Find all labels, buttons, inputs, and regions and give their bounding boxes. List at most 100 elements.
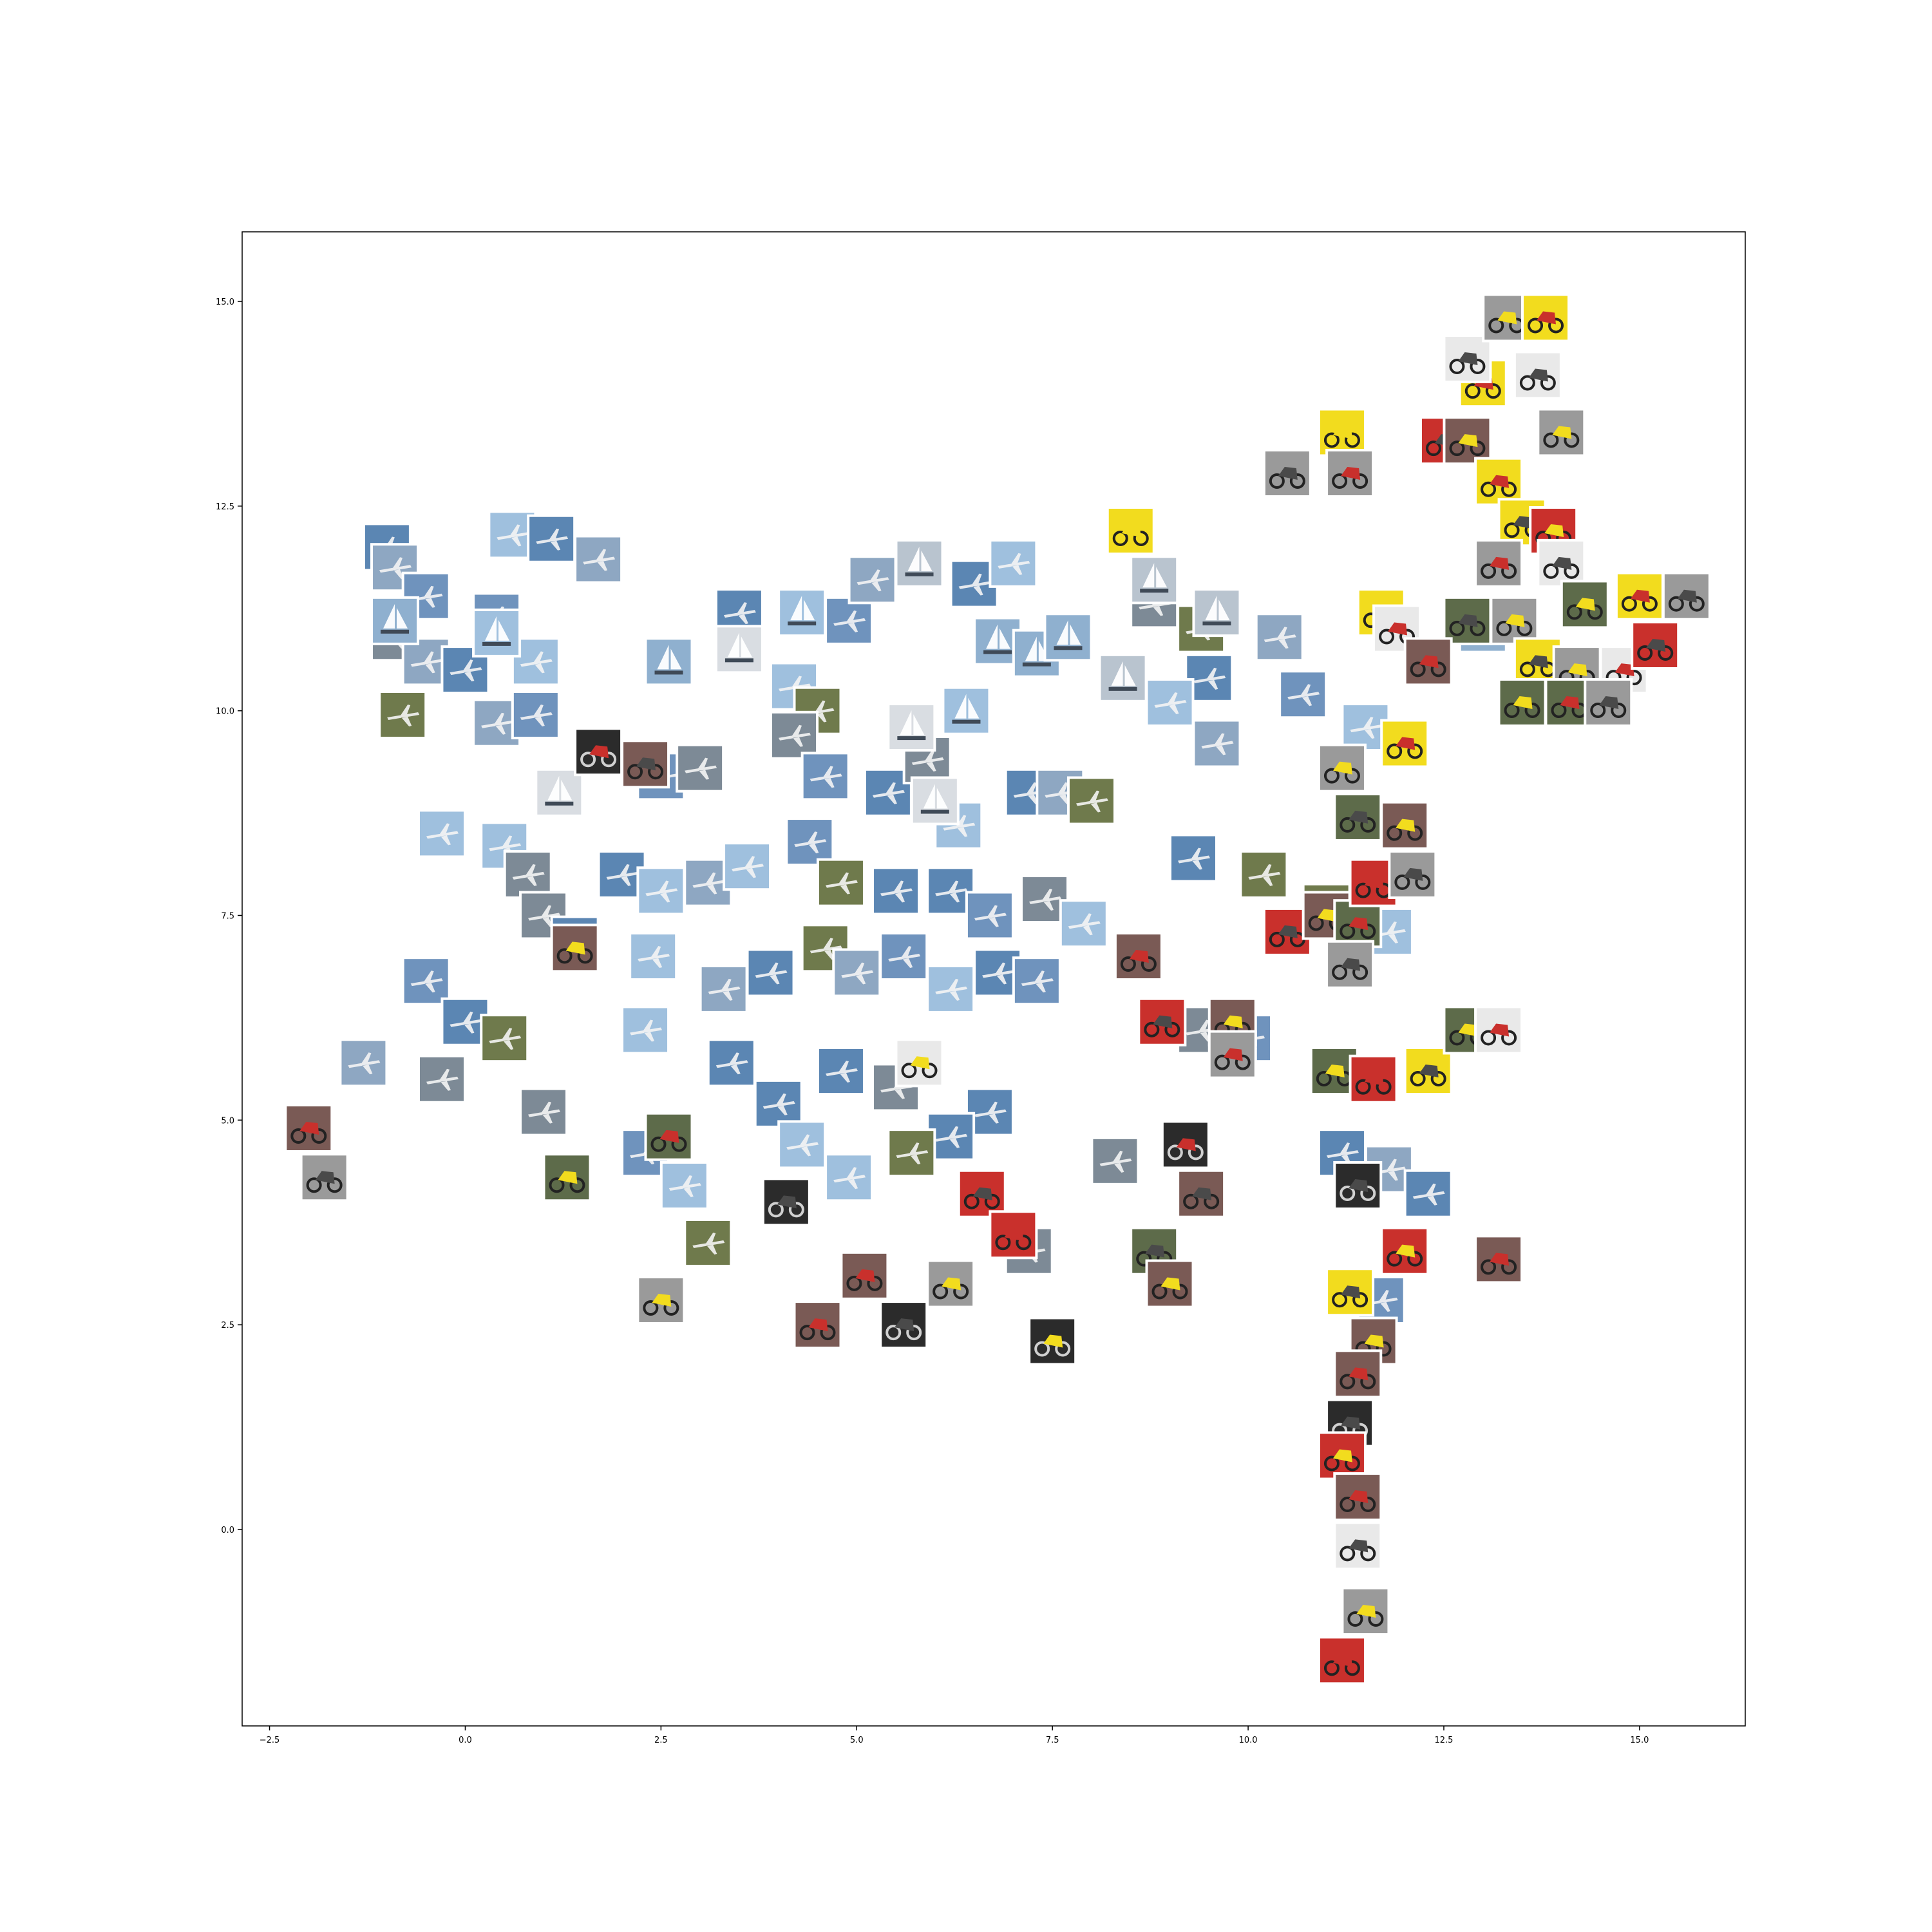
airplane-thumbnail bbox=[887, 1128, 936, 1178]
x-axis: −2.5 0.0 2.5 5.0 7.5 10.0 12.5 15.0 bbox=[260, 1726, 1649, 1745]
motorbike-thumbnail bbox=[1317, 1431, 1367, 1481]
y-tick-label: 5.0 bbox=[221, 1116, 234, 1126]
sailboat-thumbnail bbox=[644, 637, 694, 687]
x-tick-label: 2.5 bbox=[654, 1736, 668, 1745]
motorbike-thumbnail bbox=[284, 1104, 334, 1153]
airplane-thumbnail bbox=[1090, 1136, 1140, 1186]
motorbike-thumbnail bbox=[1443, 334, 1492, 384]
airplane-thumbnail bbox=[519, 1087, 569, 1137]
airplane-thumbnail bbox=[848, 555, 897, 605]
sailboat-thumbnail bbox=[895, 538, 944, 588]
motorbike-thumbnail bbox=[1474, 538, 1524, 588]
airplane-thumbnail bbox=[926, 964, 976, 1014]
motorbike-thumbnail bbox=[926, 1259, 976, 1309]
airplane-thumbnail bbox=[777, 1120, 827, 1170]
motorbike-thumbnail bbox=[879, 1300, 929, 1350]
sailboat-thumbnail bbox=[1098, 653, 1148, 703]
airplane-thumbnail bbox=[1192, 719, 1242, 768]
motorbike-thumbnail bbox=[1443, 596, 1492, 645]
motorbike-thumbnail bbox=[1537, 408, 1586, 457]
y-tick-label: 12.5 bbox=[216, 502, 234, 512]
x-tick-label: 15.0 bbox=[1630, 1736, 1649, 1745]
motorbike-thumbnail bbox=[761, 1177, 811, 1227]
airplane-thumbnail bbox=[800, 752, 850, 801]
motorbike-thumbnail bbox=[1145, 1259, 1195, 1309]
airplane-thumbnail bbox=[785, 817, 835, 867]
airplane-thumbnail bbox=[1012, 956, 1061, 1006]
motorbike-thumbnail bbox=[1160, 1120, 1210, 1170]
airplane-thumbnail bbox=[746, 948, 795, 998]
motorbike-thumbnail bbox=[1333, 1160, 1383, 1210]
motorbike-thumbnail bbox=[1403, 1046, 1453, 1096]
x-tick-label: 10.0 bbox=[1239, 1736, 1258, 1745]
airplane-thumbnail bbox=[973, 948, 1023, 998]
motorbike-thumbnail bbox=[1262, 449, 1312, 498]
airplane-thumbnail bbox=[401, 956, 451, 1006]
airplane-thumbnail bbox=[511, 690, 560, 740]
motorbike-thumbnail bbox=[1584, 677, 1633, 727]
motorbike-thumbnail bbox=[1325, 449, 1375, 498]
motorbike-thumbnail bbox=[1388, 849, 1437, 899]
y-tick-label: 0.0 bbox=[221, 1526, 234, 1535]
motorbike-thumbnail bbox=[542, 1153, 592, 1202]
sailboat-thumbnail bbox=[973, 616, 1023, 666]
motorbike-thumbnail bbox=[1380, 1226, 1430, 1276]
motorbike-thumbnail bbox=[895, 1038, 944, 1088]
motorbike-thumbnail bbox=[1333, 1472, 1383, 1522]
airplane-thumbnail bbox=[1168, 833, 1218, 883]
motorbike-thumbnail bbox=[1177, 1169, 1226, 1218]
airplane-thumbnail bbox=[965, 891, 1014, 940]
airplane-thumbnail bbox=[370, 543, 420, 592]
airplane-thumbnail bbox=[417, 1054, 466, 1104]
airplane-thumbnail bbox=[527, 514, 576, 564]
y-tick-label: 15.0 bbox=[216, 298, 234, 307]
airplane-thumbnail bbox=[511, 637, 560, 687]
sailboat-thumbnail bbox=[714, 625, 764, 674]
motorbike-thumbnail bbox=[299, 1153, 349, 1202]
y-tick-label: 10.0 bbox=[216, 707, 234, 717]
airplane-thumbnail bbox=[824, 596, 874, 645]
airplane-thumbnail bbox=[753, 1079, 803, 1128]
x-tick-label: 7.5 bbox=[1046, 1736, 1059, 1745]
motorbike-thumbnail bbox=[1513, 350, 1562, 400]
motorbike-thumbnail bbox=[636, 1275, 686, 1325]
airplane-thumbnail bbox=[378, 690, 428, 740]
motorbike-thumbnail bbox=[1317, 408, 1367, 457]
airplane-thumbnail bbox=[417, 809, 466, 858]
sailboat-thumbnail bbox=[370, 596, 420, 645]
sailboat-thumbnail bbox=[535, 768, 584, 817]
airplane-thumbnail bbox=[440, 645, 490, 695]
airplane-thumbnail bbox=[1255, 612, 1304, 662]
airplane-thumbnail bbox=[1184, 653, 1234, 703]
airplane-thumbnail bbox=[1066, 776, 1116, 826]
sailboat-thumbnail bbox=[887, 703, 936, 752]
motorbike-thumbnail bbox=[1631, 620, 1680, 670]
airplane-thumbnail bbox=[683, 1218, 733, 1267]
airplane-thumbnail bbox=[926, 866, 976, 916]
motorbike-thumbnail bbox=[1333, 1521, 1383, 1571]
motorbike-thumbnail bbox=[1333, 1349, 1383, 1399]
motorbike-thumbnail bbox=[1325, 1267, 1375, 1317]
airplane-thumbnail bbox=[816, 1046, 866, 1096]
x-tick-label: 0.0 bbox=[459, 1736, 472, 1745]
airplane-thumbnail bbox=[1059, 899, 1108, 949]
airplane-thumbnail bbox=[503, 849, 553, 899]
airplane-thumbnail bbox=[1239, 849, 1289, 899]
motorbike-thumbnail bbox=[1615, 571, 1664, 621]
airplane-thumbnail bbox=[723, 842, 772, 891]
motorbike-thumbnail bbox=[644, 1112, 694, 1161]
sailboat-thumbnail bbox=[1043, 612, 1093, 662]
airplane-thumbnail bbox=[480, 1014, 529, 1063]
airplane-thumbnail bbox=[574, 535, 623, 584]
motorbike-thumbnail bbox=[1521, 293, 1571, 343]
sailboat-thumbnail bbox=[472, 608, 522, 658]
airplane-thumbnail bbox=[832, 948, 882, 998]
motorbike-thumbnail bbox=[550, 923, 600, 973]
airplane-thumbnail bbox=[824, 1153, 874, 1202]
airplane-thumbnail bbox=[699, 964, 748, 1014]
sailboat-thumbnail bbox=[777, 588, 827, 638]
motorbike-thumbnail bbox=[793, 1300, 842, 1350]
motorbike-thumbnail bbox=[621, 739, 670, 789]
motorbike-thumbnail bbox=[1443, 416, 1492, 466]
